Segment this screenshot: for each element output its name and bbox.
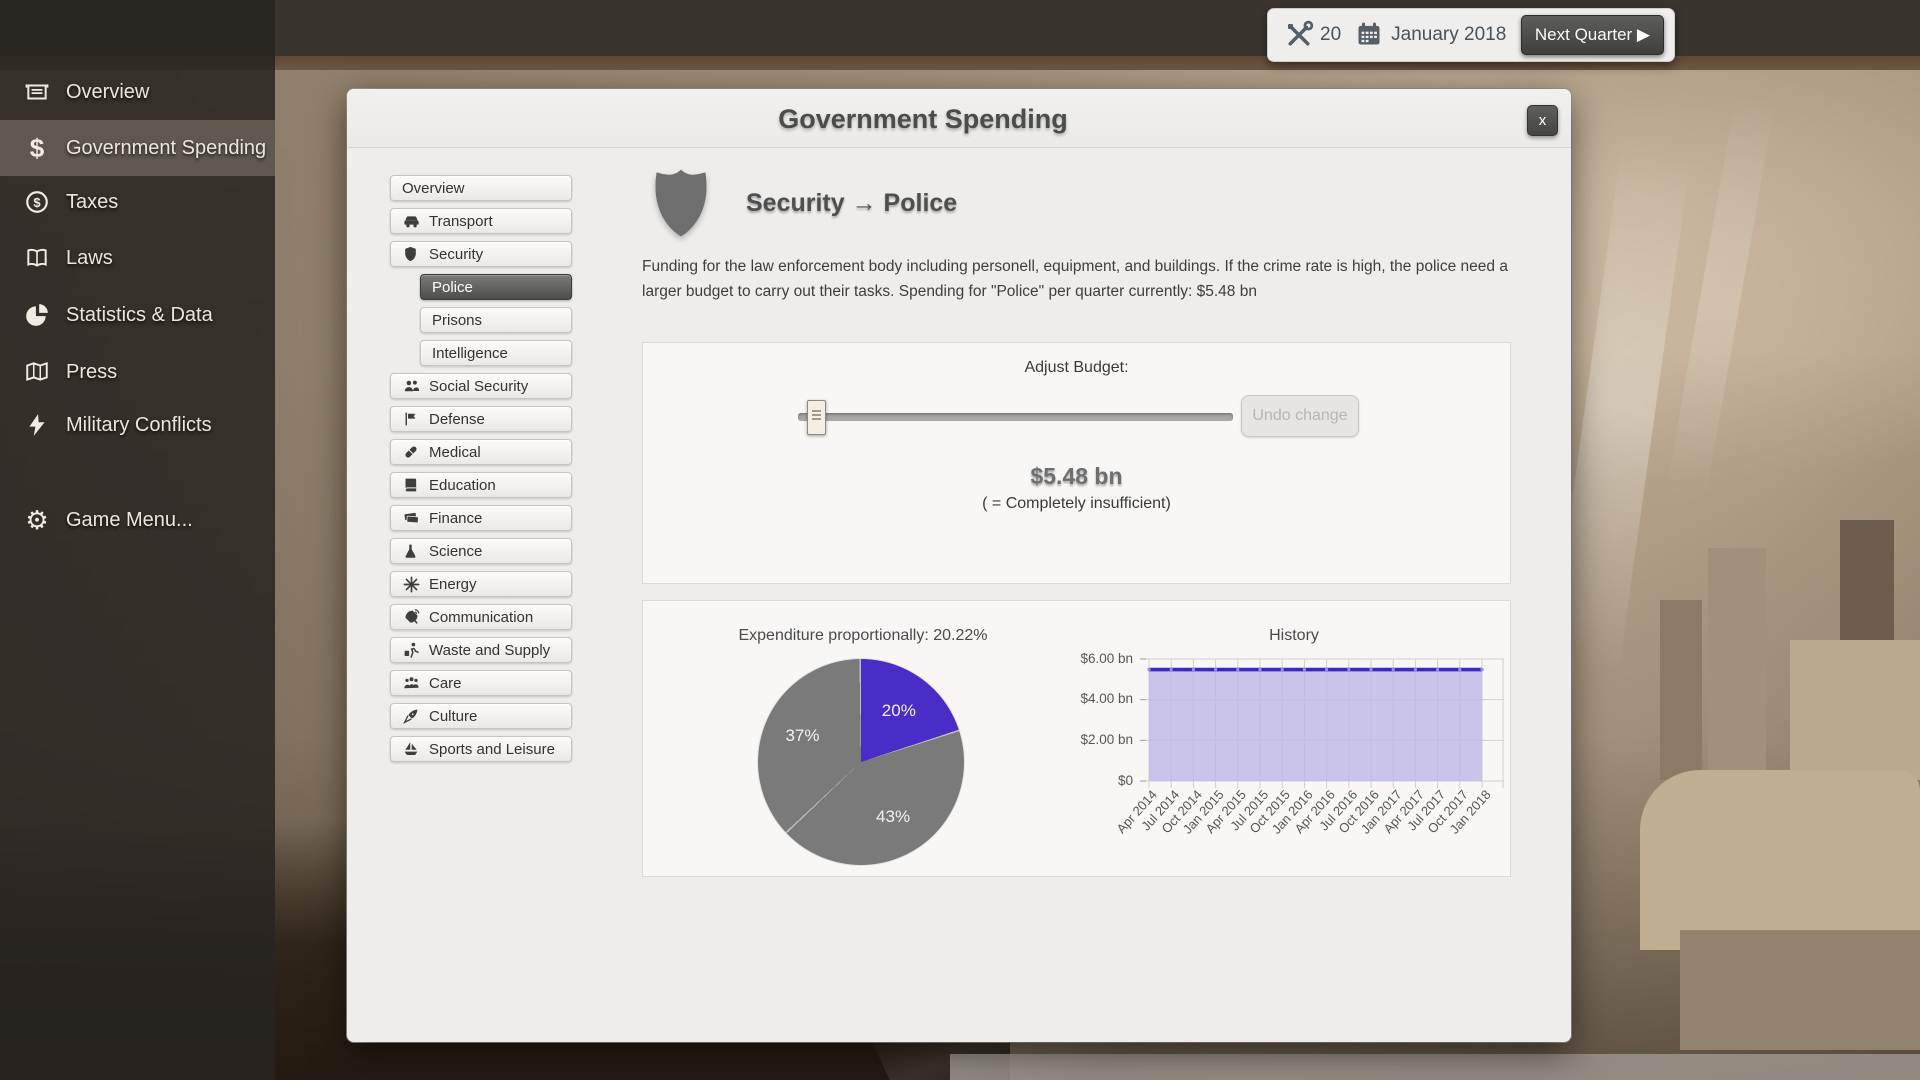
history-chart-title: History [1269, 627, 1319, 644]
overview-icon [22, 77, 52, 107]
pie-chart-title: Expenditure proportionally: 20.22% [738, 627, 988, 644]
security-shield-icon [647, 165, 715, 246]
top-resource-bar: 20 January 2018 Next Quarter ▶ [1267, 8, 1675, 62]
boat-icon [402, 740, 422, 758]
tools-count: 20 [1320, 24, 1342, 45]
energy-icon [402, 575, 422, 593]
government-spending-dialog: Government Spending x Overview Transport… [347, 89, 1571, 1042]
sidebar-item-label: Military Conflicts [66, 413, 212, 436]
sidebar-item-laws[interactable]: Laws [0, 230, 275, 286]
waste-icon [402, 641, 422, 659]
category-defense[interactable]: Defense [390, 406, 572, 432]
shield-icon [402, 245, 422, 263]
category-education[interactable]: Education [390, 472, 572, 498]
budget-sufficiency-note: ( = Completely insufficient) [982, 495, 1171, 512]
category-waste-and-supply[interactable]: Waste and Supply [390, 637, 572, 663]
detail-heading: Security → Police [746, 189, 958, 217]
background-building [1660, 600, 1702, 780]
money-icon [402, 509, 422, 527]
category-finance[interactable]: Finance [390, 505, 572, 531]
flask-icon [402, 542, 422, 560]
piechart-icon [22, 300, 52, 330]
category-prisons[interactable]: Prisons [420, 307, 572, 333]
history-area-svg [1140, 658, 1504, 788]
expenditure-pie-chart: 20% 43% 37% [758, 659, 964, 865]
budget-slider-thumb[interactable] [807, 400, 826, 435]
open-book-icon [22, 243, 52, 273]
category-police[interactable]: Police [420, 274, 572, 300]
sidebar-item-label: Game Menu... [66, 508, 193, 531]
next-quarter-button[interactable]: Next Quarter ▶ [1520, 15, 1664, 55]
pie-slice-label: 37% [785, 726, 820, 746]
category-care[interactable]: Care [390, 670, 572, 696]
category-security[interactable]: Security [390, 241, 572, 267]
category-science[interactable]: Science [390, 538, 572, 564]
adjust-budget-panel: Adjust Budget: Undo change $5.48 bn ( = … [642, 342, 1511, 584]
sidebar-item-statistics[interactable]: Statistics & Data [0, 287, 275, 343]
history-plot: Apr 2014 Jul 2014 Oct 2014 Jan 2015 Apr 2015… [1114, 658, 1504, 837]
category-intelligence[interactable]: Intelligence [420, 340, 572, 366]
adjust-budget-label: Adjust Budget: [1024, 359, 1129, 376]
pie-slice-label: 20% [881, 700, 916, 720]
sidebar-item-game-menu[interactable]: ⚙ Game Menu... [0, 492, 275, 548]
dialog-header: Government Spending x [347, 89, 1571, 148]
satellite-icon [402, 608, 422, 626]
sidebar-item-label: Overview [66, 80, 150, 103]
category-culture[interactable]: Culture [390, 703, 572, 729]
dialog-title: Government Spending [778, 104, 1068, 134]
car-icon [402, 212, 422, 230]
current-date: January 2018 [1391, 24, 1507, 45]
background-shore-strip [950, 1054, 1920, 1080]
category-medical[interactable]: Medical [390, 439, 572, 465]
category-social-security[interactable]: Social Security [390, 373, 572, 399]
care-icon [402, 674, 422, 692]
gear-icon: ⚙ [25, 505, 49, 535]
lightning-icon [22, 410, 52, 440]
category-energy[interactable]: Energy [390, 571, 572, 597]
undo-change-button[interactable]: Undo change [1241, 395, 1359, 437]
dollar-icon: $ [29, 133, 45, 163]
sidebar-item-overview[interactable]: Overview [0, 64, 275, 120]
sidebar-item-press[interactable]: Press [0, 344, 275, 400]
flag-icon [402, 410, 422, 428]
history-y-tick-label: $2.00 bn [1080, 732, 1133, 747]
history-y-tick-label: $6.00 bn [1080, 651, 1133, 666]
history-y-tick-label: $0 [1117, 773, 1133, 788]
charts-panel: Expenditure proportionally: 20.22% 20% 43… [642, 600, 1511, 877]
category-communication[interactable]: Communication [390, 604, 572, 630]
close-button[interactable]: x [1527, 105, 1558, 136]
background-building [1680, 930, 1920, 1050]
svg-text:$: $ [33, 195, 41, 210]
detail-description: Funding for the law enforcement body inc… [642, 258, 1508, 300]
history-y-tick-label: $4.00 bn [1080, 691, 1133, 706]
tools-icon [1284, 20, 1314, 50]
coin-icon: $ [22, 187, 52, 217]
category-overview[interactable]: Overview [390, 175, 572, 201]
background-building [1708, 548, 1766, 778]
sidebar: Overview $ Government Spending $ Taxes L… [0, 0, 275, 1080]
category-transport[interactable]: Transport [390, 208, 572, 234]
closed-book-icon [402, 476, 422, 494]
sidebar-item-taxes[interactable]: $ Taxes [0, 174, 275, 230]
pen-icon [402, 707, 422, 725]
background-building [1790, 640, 1920, 780]
pie-slice-label: 43% [876, 807, 911, 827]
pill-icon [402, 443, 422, 461]
calendar-icon [1355, 20, 1385, 50]
sidebar-item-label: Government Spending [66, 136, 267, 159]
sidebar-item-military-conflicts[interactable]: Military Conflicts [0, 397, 275, 453]
background-arena [1640, 770, 1920, 950]
current-budget-amount: $5.48 bn [1030, 463, 1123, 489]
sidebar-item-label: Statistics & Data [66, 303, 213, 326]
budget-slider-track[interactable] [798, 413, 1233, 421]
category-sports-and-leisure[interactable]: Sports and Leisure [390, 736, 572, 762]
sidebar-item-label: Taxes [66, 190, 119, 213]
sidebar-item-label: Press [66, 360, 118, 383]
press-icon [22, 357, 52, 387]
people-icon [402, 377, 422, 395]
spending-category-list: Overview Transport Security Police Priso… [390, 175, 572, 762]
sidebar-item-label: Laws [66, 246, 113, 269]
sidebar-item-government-spending[interactable]: $ Government Spending [0, 120, 275, 176]
